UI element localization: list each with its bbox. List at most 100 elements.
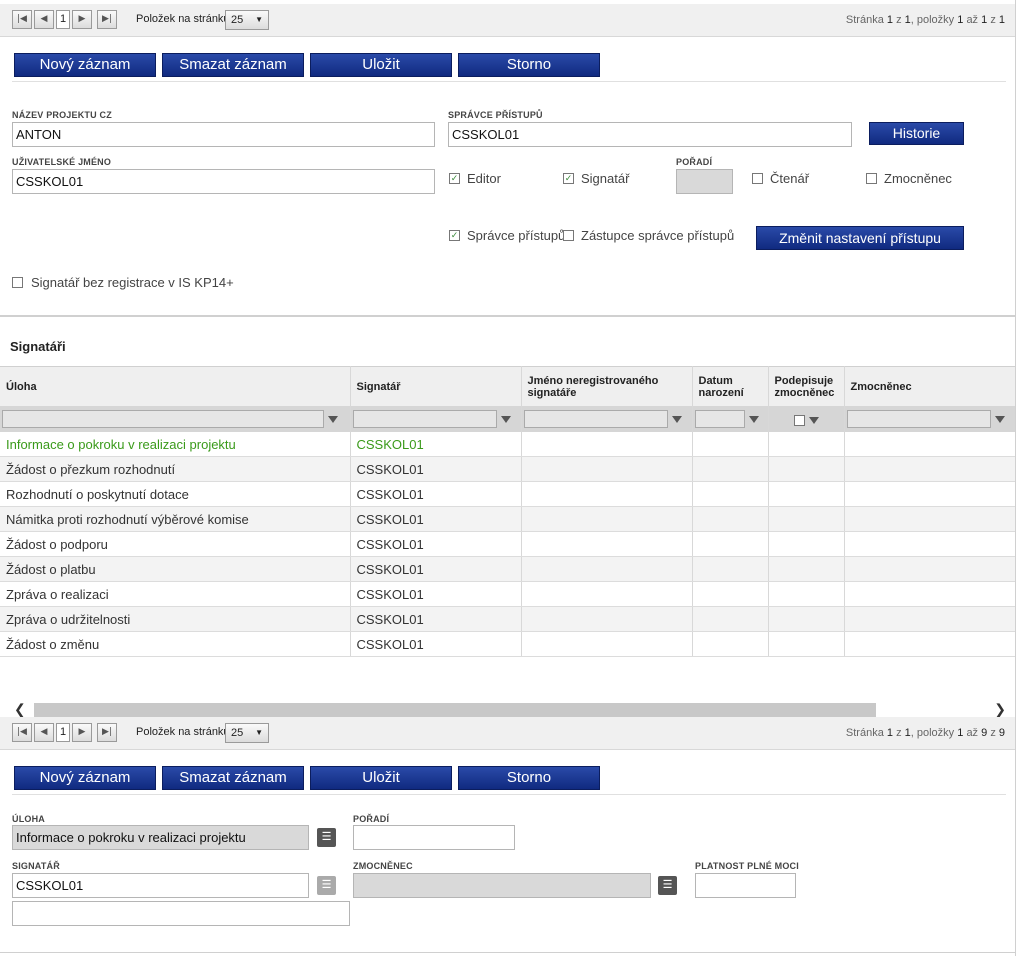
table-row[interactable]: Rozhodnutí o poskytnutí dotace CSSKOL01 [0, 481, 1016, 507]
next-page-icon[interactable]: ▶ [72, 723, 92, 742]
task-field[interactable]: Informace o pokroku v realizaci projektu [12, 825, 309, 850]
proxy-label: ZMOCNĚNEC [353, 861, 413, 871]
signatory-field[interactable]: CSSKOL01 [12, 873, 309, 898]
table-row[interactable]: Námitka proti rozhodnutí výběrové komise… [0, 506, 1016, 532]
first-page-icon[interactable]: |◀ [12, 10, 32, 29]
change-access-button[interactable]: Změnit nastavení přístupu [756, 226, 964, 250]
table-cell [768, 506, 845, 532]
signatory-checkbox[interactable]: ✓ [563, 173, 574, 184]
list-icon[interactable]: ☰ [317, 876, 336, 895]
unregistered-signatory-label: Signatář bez registrace v IS KP14+ [31, 275, 234, 290]
username-label: UŽIVATELSKÉ JMÉNO [12, 157, 112, 167]
divider [12, 81, 1006, 82]
filter-checkbox[interactable] [793, 414, 805, 426]
filter-icon[interactable] [808, 416, 819, 424]
table-cell [768, 432, 845, 457]
table-row[interactable]: Žádost o změnu CSSKOL01 [0, 631, 1016, 657]
filter-input[interactable] [694, 410, 745, 428]
next-page-icon[interactable]: ▶ [72, 10, 92, 29]
list-icon[interactable]: ☰ [658, 876, 677, 895]
access-admin-checkbox[interactable]: ✓ [449, 230, 460, 241]
pager-info: Stránka 1 z 1, položky 1 až 9 z 9 [845, 727, 1005, 739]
per-page-select[interactable]: 25 ▼ [225, 723, 269, 743]
filter-icon[interactable] [748, 415, 759, 423]
editor-label: Editor [467, 171, 501, 186]
delete-record-button[interactable]: Smazat záznam [162, 53, 304, 77]
filter-cell [844, 406, 1016, 432]
order-field[interactable] [353, 825, 515, 850]
proxy-checkbox[interactable] [866, 173, 877, 184]
order-label: POŘADÍ [353, 814, 390, 824]
new-record-button[interactable]: Nový záznam [14, 766, 156, 790]
table-cell: CSSKOL01 [350, 506, 522, 532]
save-button[interactable]: Uložit [310, 53, 452, 77]
scrollbar-thumb[interactable] [34, 703, 876, 717]
order-field[interactable] [676, 169, 733, 194]
filter-input[interactable] [352, 410, 497, 428]
table-row[interactable]: Zpráva o udržitelnosti CSSKOL01 [0, 606, 1016, 632]
page-number-input[interactable]: 1 [56, 10, 70, 29]
table-cell: Zpráva o realizaci [0, 581, 351, 607]
first-page-icon[interactable]: |◀ [12, 723, 32, 742]
prev-page-icon[interactable]: ◀ [34, 723, 54, 742]
filter-input[interactable] [846, 410, 991, 428]
filter-icon[interactable] [500, 415, 511, 423]
column-header-signatory[interactable]: Signatář [350, 366, 522, 406]
list-icon[interactable]: ☰ [317, 828, 336, 847]
table-cell [844, 506, 1016, 532]
delete-record-button[interactable]: Smazat záznam [162, 766, 304, 790]
project-name-field[interactable]: ANTON [12, 122, 435, 147]
reader-checkbox[interactable] [752, 173, 763, 184]
last-page-icon[interactable]: ▶| [97, 10, 117, 29]
cancel-button[interactable]: Storno [458, 766, 600, 790]
table-row[interactable]: Informace o pokroku v realizaci projektu… [0, 432, 1016, 457]
validity-field[interactable] [695, 873, 796, 898]
proxy-field[interactable] [353, 873, 651, 898]
filter-icon[interactable] [671, 415, 682, 423]
signatory-label: Signatář [581, 171, 630, 186]
right-border [1015, 0, 1016, 956]
order-label: POŘADÍ [676, 157, 713, 167]
scroll-right-icon[interactable]: ❯ [994, 701, 1006, 717]
filter-icon[interactable] [328, 415, 338, 423]
access-admin-field[interactable]: CSSKOL01 [448, 122, 852, 147]
scroll-left-icon[interactable]: ❮ [14, 701, 26, 717]
table-row[interactable]: Žádost o přezkum rozhodnutí CSSKOL01 [0, 456, 1016, 482]
unregistered-name-field[interactable] [12, 901, 350, 926]
table-cell [768, 606, 845, 632]
filter-cell [0, 406, 351, 432]
table-row[interactable]: Zpráva o realizaci CSSKOL01 [0, 581, 1016, 607]
filter-input[interactable] [2, 410, 324, 428]
page-number-input[interactable]: 1 [56, 723, 70, 742]
access-admin-deputy-checkbox[interactable] [563, 230, 574, 241]
history-button[interactable]: Historie [869, 122, 964, 145]
editor-checkbox[interactable]: ✓ [449, 173, 460, 184]
column-header-birth-date[interactable]: Datum narození [692, 366, 769, 406]
prev-page-icon[interactable]: ◀ [34, 10, 54, 29]
column-header-proxy-signs[interactable]: Podepisuje zmocněnec [768, 366, 845, 406]
table-cell [692, 481, 769, 507]
table-cell: Žádost o změnu [0, 631, 351, 657]
column-header-proxy[interactable]: Zmocněnec [844, 366, 1016, 406]
filter-input[interactable] [523, 410, 668, 428]
section-divider [0, 315, 1015, 317]
task-label: ÚLOHA [12, 814, 45, 824]
last-page-icon[interactable]: ▶| [97, 723, 117, 742]
cancel-button[interactable]: Storno [458, 53, 600, 77]
horizontal-scrollbar[interactable]: ❮ ❯ [12, 701, 1014, 717]
table-cell: CSSKOL01 [350, 481, 522, 507]
username-field[interactable]: CSSKOL01 [12, 169, 435, 194]
access-admin-label: SPRÁVCE PŘÍSTUPŮ [448, 110, 543, 120]
save-button[interactable]: Uložit [310, 766, 452, 790]
table-row[interactable]: Žádost o podporu CSSKOL01 [0, 531, 1016, 557]
per-page-select[interactable]: 25 ▼ [225, 10, 269, 30]
table-row[interactable]: Žádost o platbu CSSKOL01 [0, 556, 1016, 582]
column-header-task[interactable]: Úloha [0, 366, 351, 406]
filter-icon[interactable] [994, 415, 1005, 423]
table-cell [768, 556, 845, 582]
unregistered-signatory-checkbox[interactable] [12, 277, 23, 288]
new-record-button[interactable]: Nový záznam [14, 53, 156, 77]
filter-cell [768, 406, 845, 432]
column-header-unregistered-name[interactable]: Jméno neregistrovaného signatáře [521, 366, 693, 406]
table-cell [521, 581, 693, 607]
